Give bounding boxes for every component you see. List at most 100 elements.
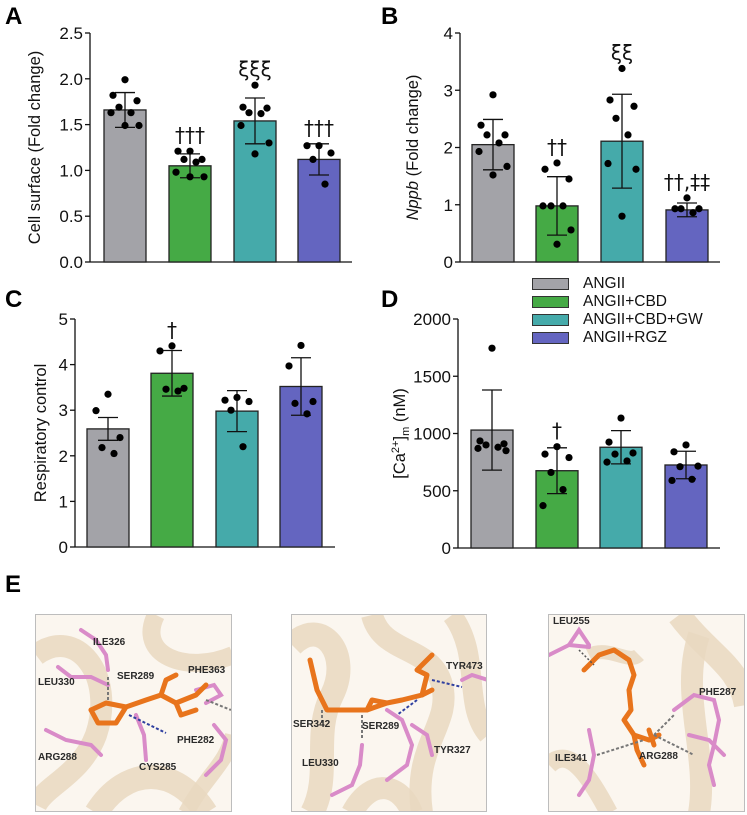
y-tick-label: 0	[444, 253, 453, 272]
residue-label: ILE326	[93, 637, 126, 648]
significance-marker: †	[552, 419, 562, 443]
data-point	[688, 475, 696, 483]
data-point	[110, 449, 118, 458]
y-tick-label: 0.0	[59, 253, 83, 272]
docking-structure-2	[292, 615, 486, 811]
data-point	[121, 121, 129, 130]
panel-label-d: D	[381, 286, 399, 313]
y-tick-label: 4	[444, 24, 453, 43]
data-point	[539, 502, 547, 510]
y-tick-label: 5	[59, 310, 68, 329]
legend-label-angii-cbd-gw: ANGII+CBD+GW	[583, 311, 703, 329]
legend-item-angii: ANGII	[532, 275, 703, 293]
y-tick-label: 1000	[413, 425, 451, 444]
significance-marker: ξξ	[611, 40, 633, 64]
data-point	[547, 202, 555, 210]
data-point	[494, 443, 502, 451]
data-point	[475, 147, 483, 156]
data-point	[309, 397, 317, 406]
bar-charts: 0.0 0.5 1.0 1.5 2.0 2.5 Cell surface (Fold cha…	[26, 24, 720, 558]
data-point	[676, 463, 684, 471]
y-tick-label: 1.5	[59, 116, 83, 135]
residue-label: ARG288	[639, 751, 678, 762]
y-axis-label: Cell surface (Fold change)	[26, 51, 44, 245]
data-point	[327, 149, 335, 157]
data-point	[239, 103, 247, 111]
data-point	[156, 347, 164, 355]
residue-label: LEU255	[553, 616, 590, 627]
residue-label: PHE363	[188, 665, 226, 676]
data-point	[186, 147, 194, 155]
docking-image-2: TYR473 SER342 SER289 TYR327 LEU330	[291, 614, 487, 812]
data-point	[174, 387, 182, 395]
legend-label-angii-rgz: ANGII+RGZ	[583, 329, 667, 347]
legend-item-angii-cbd: ANGII+CBD	[532, 293, 703, 311]
y-tick-label: 2	[444, 139, 453, 158]
data-point	[488, 344, 496, 352]
data-point	[624, 131, 632, 139]
data-point	[186, 173, 194, 181]
y-axis-label: [Ca2+]m (nM)	[390, 388, 412, 479]
data-point	[172, 168, 180, 176]
panel-label-a: A	[5, 3, 23, 30]
data-point	[92, 407, 100, 415]
data-point	[180, 384, 188, 392]
data-point	[682, 441, 690, 449]
data-point	[553, 240, 561, 248]
significance-marker: ††	[547, 135, 567, 159]
data-point	[98, 443, 106, 452]
data-point	[192, 158, 200, 166]
data-point	[257, 110, 265, 118]
data-point	[629, 449, 637, 457]
y-tick-label: 1	[59, 492, 68, 511]
residue-label: PHE282	[177, 735, 215, 746]
data-point	[104, 390, 112, 398]
data-point	[567, 226, 575, 234]
data-point	[502, 447, 510, 455]
residue-label: PHE287	[699, 687, 737, 698]
data-point	[565, 453, 573, 462]
residue-label: SER342	[293, 719, 331, 730]
data-point	[565, 175, 573, 183]
residue-label: LEU330	[302, 758, 339, 769]
data-point	[503, 162, 511, 170]
y-tick-label: 3	[444, 81, 453, 100]
docking-structure-3	[549, 615, 744, 811]
data-point	[618, 64, 626, 73]
residue-label: SER289	[117, 671, 155, 682]
docking-image-3: LEU255 PHE287 ILE341 ARG288	[548, 614, 745, 812]
y-tick-label: 1.0	[59, 161, 83, 180]
legend-swatch-angii-rgz	[532, 332, 569, 344]
data-point	[618, 212, 626, 220]
data-point	[501, 131, 509, 139]
residue-label: CYS285	[139, 762, 177, 773]
y-tick-label: 2	[59, 447, 68, 466]
significance-marker: †††	[304, 116, 334, 140]
y-axis-label: Nppb (Fold change)	[404, 75, 422, 221]
docking-image-1: ILE326 LEU330 SER289 PHE363 ARG288 CYS28…	[35, 614, 232, 812]
bar-angii-cbd	[168, 165, 212, 263]
panel-label-b: B	[381, 3, 399, 30]
data-point	[482, 441, 490, 449]
significance-marker: ††,‡‡	[664, 170, 710, 194]
data-point	[107, 109, 115, 117]
legend-swatch-angii-cbd	[532, 296, 569, 308]
data-point	[315, 142, 323, 150]
data-point	[630, 102, 638, 110]
data-point	[604, 159, 612, 168]
data-point	[671, 205, 679, 213]
data-point	[200, 173, 208, 181]
residue-label: TYR327	[434, 745, 471, 756]
panel-label-c: C	[5, 286, 23, 313]
y-tick-label: 2.5	[59, 24, 83, 43]
data-point	[263, 104, 271, 112]
data-point	[109, 91, 117, 99]
data-point	[553, 443, 561, 451]
y-axis-label: Respiratory control	[32, 364, 50, 502]
data-point	[559, 486, 567, 494]
y-tick-label: 0	[59, 538, 68, 557]
chart-panel-b: 0 1 2 3 4 Nppb (Fold change) †† ξξ ††,‡‡	[404, 24, 720, 272]
data-point	[500, 440, 508, 448]
data-point	[559, 202, 567, 210]
data-point	[127, 109, 135, 117]
